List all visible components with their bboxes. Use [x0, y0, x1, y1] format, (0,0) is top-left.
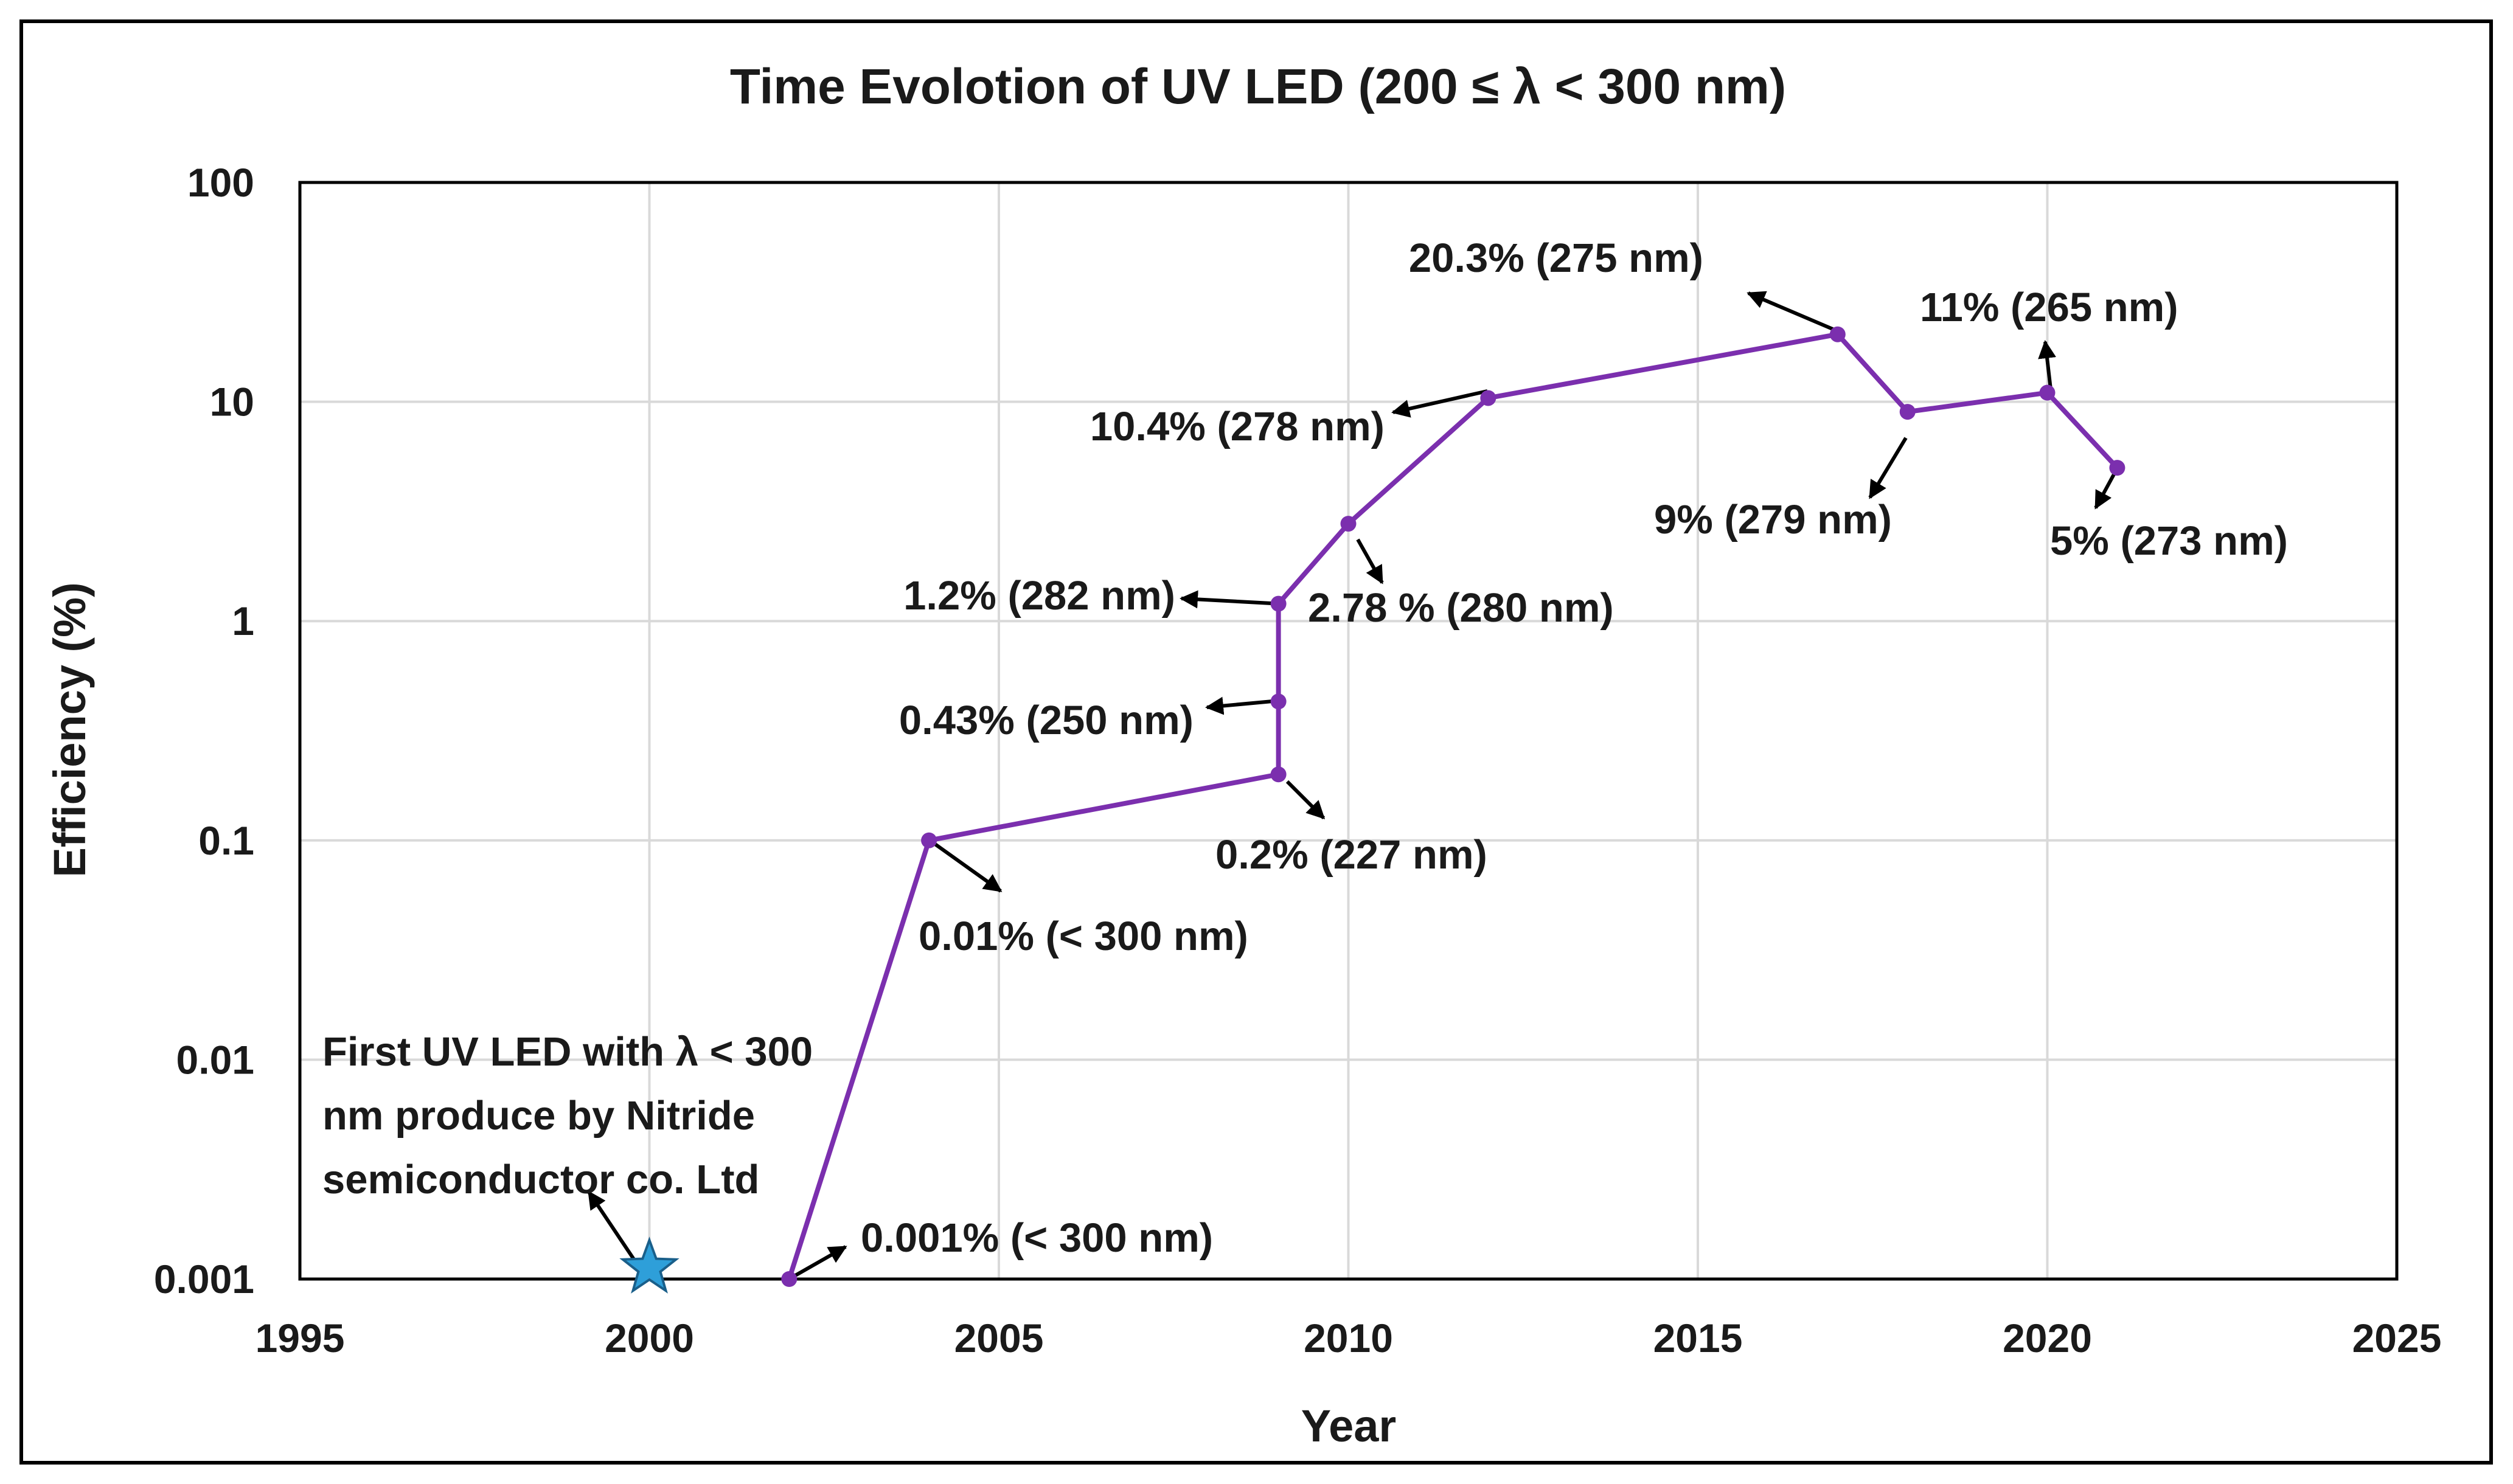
y-tick-label: 0.01	[176, 1037, 254, 1082]
annotation-arrow	[931, 841, 1003, 893]
y-tick-label: 100	[187, 160, 254, 205]
data-point	[2039, 384, 2056, 401]
annotation-arrow	[1205, 696, 1273, 715]
annotation-arrow	[1868, 437, 1908, 499]
chart-title: Time Evolotion of UV LED (200 ≤ λ < 300 …	[730, 59, 1786, 114]
x-tick-labels: 1995 2000 2005 2010 2015 2020 2025	[255, 1316, 2442, 1361]
annotation-arrow	[1356, 538, 1384, 584]
annotation-arrow	[1285, 780, 1326, 820]
data-point	[1340, 516, 1357, 532]
first-led-star-marker	[619, 1236, 680, 1294]
star-note: First UV LED with λ < 300 nm produce by N…	[322, 1029, 813, 1202]
x-axis-label: Year	[1301, 1401, 1396, 1451]
data-points	[781, 326, 2125, 1287]
y-tick-label: 0.001	[154, 1257, 254, 1302]
annotation-arrow	[2038, 340, 2056, 390]
x-tick-label: 1995	[255, 1316, 345, 1361]
annotations: 0.001% (< 300 nm) 0.01% (< 300 nm) 0.2% (2…	[861, 235, 2288, 1261]
chart-frame	[19, 19, 2493, 1465]
star-note-line: First UV LED with λ < 300	[322, 1029, 813, 1075]
annotation-arrows	[587, 291, 2116, 1283]
annotation-label: 11% (265 nm)	[1920, 285, 2178, 330]
star-note-line: semiconductor co. Ltd	[322, 1157, 759, 1202]
plot-area	[298, 181, 2399, 1281]
data-point	[1270, 766, 1287, 783]
annotation-label: 20.3% (275 nm)	[1409, 235, 1703, 281]
data-point	[2109, 460, 2125, 476]
x-tick-label: 2010	[1304, 1316, 1393, 1361]
annotation-arrow	[2094, 472, 2116, 510]
data-point	[1270, 693, 1287, 710]
annotation-label: 0.001% (< 300 nm)	[861, 1215, 1213, 1261]
annotation-label: 0.43% (250 nm)	[899, 698, 1194, 743]
y-tick-label: 10	[210, 380, 254, 425]
y-tick-label: 0.1	[198, 818, 254, 863]
annotation-label: 0.01% (< 300 nm)	[919, 914, 1248, 959]
y-tick-labels: 0.001 0.01 0.1 1 10 100	[154, 160, 254, 1302]
data-point	[1899, 404, 1916, 420]
annotation-label: 2.78 % (280 nm)	[1308, 585, 1614, 631]
x-tick-label: 2005	[954, 1316, 1044, 1361]
annotation-arrow	[1747, 291, 1840, 333]
annotation-arrow	[1180, 590, 1272, 609]
x-tick-label: 2000	[605, 1316, 694, 1361]
y-tick-label: 1	[232, 598, 254, 643]
data-point	[1270, 595, 1287, 612]
data-point	[1829, 326, 1846, 342]
x-tick-label: 2020	[2003, 1316, 2092, 1361]
data-point	[921, 832, 937, 848]
annotation-label: 1.2% (282 nm)	[903, 573, 1175, 619]
y-axis-label: Efficiency (%)	[44, 582, 95, 877]
data-point	[781, 1271, 798, 1287]
star-note-line: nm produce by Nitride	[322, 1093, 755, 1139]
x-tick-label: 2025	[2352, 1316, 2442, 1361]
data-point	[1480, 390, 1496, 406]
star-note-arrow	[587, 1190, 638, 1263]
annotation-label: 10.4% (278 nm)	[1090, 404, 1385, 449]
x-tick-label: 2015	[1653, 1316, 1743, 1361]
annotation-label: 9% (279 nm)	[1654, 497, 1892, 543]
annotation-label: 0.2% (227 nm)	[1215, 832, 1487, 878]
annotation-label: 5% (273 nm)	[2050, 518, 2288, 564]
annotation-arrow	[1391, 389, 1488, 418]
